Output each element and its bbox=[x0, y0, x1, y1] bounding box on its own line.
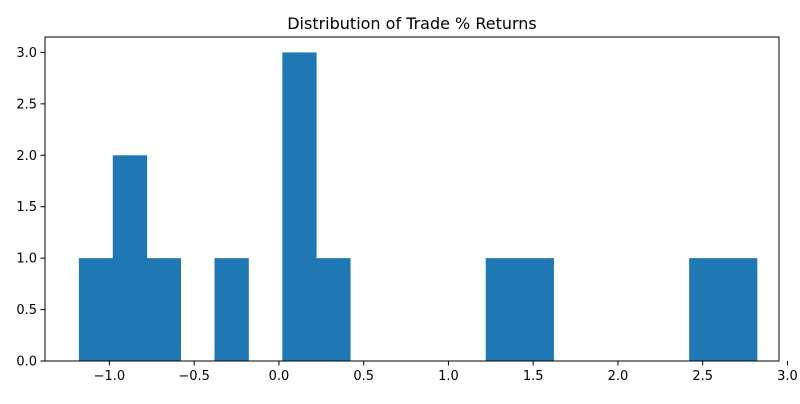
y-tick-label: 3.0 bbox=[16, 46, 37, 61]
x-tick-label: 0.5 bbox=[353, 369, 374, 384]
histogram-bar bbox=[485, 258, 521, 361]
histogram-bar bbox=[112, 155, 148, 361]
x-tick-label: −0.5 bbox=[178, 369, 210, 384]
y-tick-label: 2.5 bbox=[16, 97, 37, 112]
axes: −1.0 −0.5 0.0 0.5 1.0 1.5 2.0 2.5 3.0 0.0 0.5 1.0 1.… bbox=[16, 36, 798, 384]
x-tick-label: 2.0 bbox=[608, 369, 629, 384]
y-tick-label: 0.5 bbox=[16, 303, 37, 318]
histogram-bar bbox=[519, 258, 554, 361]
x-tick-label: −1.0 bbox=[94, 369, 126, 384]
histogram-bar bbox=[282, 52, 317, 362]
y-tick-label: 1.5 bbox=[16, 200, 37, 215]
histogram-bar bbox=[316, 258, 351, 361]
y-tick-label: 0.0 bbox=[16, 355, 37, 370]
x-tick-label: 0.0 bbox=[269, 369, 290, 384]
y-tick-label: 1.0 bbox=[16, 252, 37, 267]
histogram-bar bbox=[214, 258, 249, 361]
x-tick-label: 1.0 bbox=[438, 369, 459, 384]
histogram-bar bbox=[723, 258, 758, 361]
chart-title: Distribution of Trade % Returns bbox=[287, 14, 537, 33]
histogram-bar bbox=[78, 258, 114, 361]
bars bbox=[78, 52, 758, 362]
plot-frame bbox=[44, 36, 780, 362]
histogram-bar bbox=[146, 258, 182, 361]
x-tick-label: 3.0 bbox=[777, 369, 798, 384]
y-tick-label: 2.0 bbox=[16, 149, 37, 164]
x-tick-label: 1.5 bbox=[523, 369, 544, 384]
x-tick-label: 2.5 bbox=[692, 369, 713, 384]
histogram-bar bbox=[689, 258, 724, 361]
